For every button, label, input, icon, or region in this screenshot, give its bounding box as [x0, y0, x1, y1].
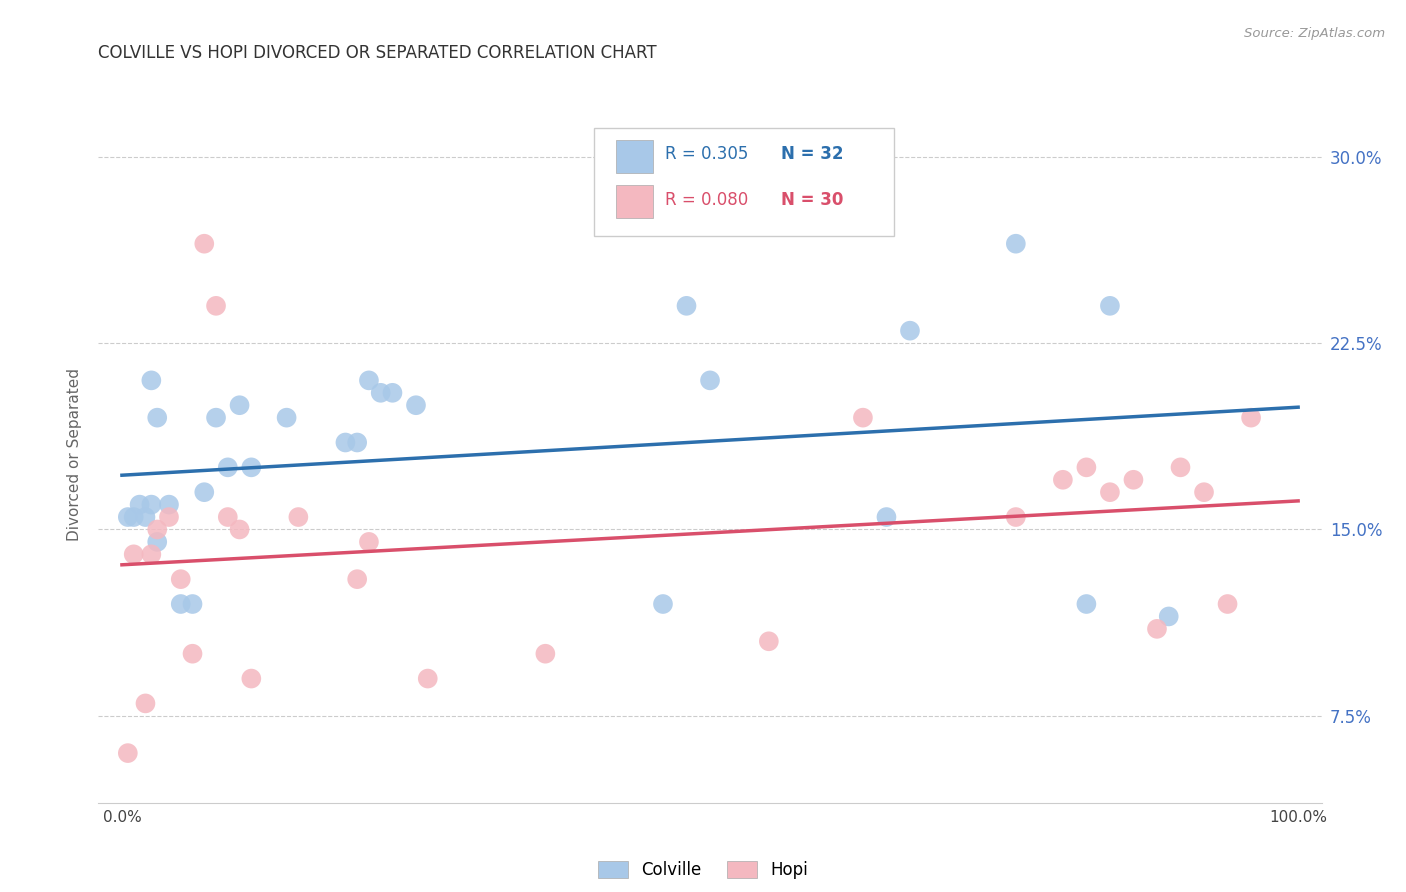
Point: [1076, 597, 1098, 611]
Point: [170, 597, 193, 611]
Point: [122, 547, 145, 561]
Point: [217, 460, 239, 475]
Point: [1170, 460, 1192, 475]
Point: [181, 647, 204, 661]
Point: [405, 398, 427, 412]
Point: [534, 647, 557, 661]
Point: [181, 597, 204, 611]
Point: [134, 510, 156, 524]
Point: [240, 460, 263, 475]
Point: [335, 435, 357, 450]
Point: [1052, 473, 1074, 487]
FancyBboxPatch shape: [593, 128, 893, 235]
Point: [1004, 236, 1026, 251]
Point: [146, 410, 169, 425]
Point: [117, 510, 139, 524]
Point: [1098, 485, 1121, 500]
Point: [141, 498, 163, 512]
Text: R = 0.080: R = 0.080: [665, 191, 748, 209]
Point: [170, 572, 193, 586]
Point: [276, 410, 298, 425]
Text: N = 32: N = 32: [780, 145, 844, 163]
Point: [141, 547, 163, 561]
Point: [416, 672, 439, 686]
Point: [157, 510, 180, 524]
Point: [699, 373, 721, 387]
Point: [205, 299, 228, 313]
Point: [240, 672, 263, 686]
Point: [1216, 597, 1239, 611]
Point: [228, 398, 250, 412]
Text: Source: ZipAtlas.com: Source: ZipAtlas.com: [1244, 27, 1385, 40]
Point: [1098, 299, 1121, 313]
Point: [1240, 410, 1263, 425]
FancyBboxPatch shape: [616, 140, 652, 173]
Point: [370, 385, 392, 400]
FancyBboxPatch shape: [616, 185, 652, 219]
Point: [357, 373, 380, 387]
Point: [193, 236, 215, 251]
Point: [128, 498, 150, 512]
Legend: Colville, Hopi: Colville, Hopi: [598, 861, 808, 880]
Point: [852, 410, 875, 425]
Point: [1004, 510, 1026, 524]
Point: [1192, 485, 1215, 500]
Point: [875, 510, 897, 524]
Text: N = 30: N = 30: [780, 191, 844, 209]
Point: [228, 523, 250, 537]
Point: [652, 597, 675, 611]
Point: [758, 634, 780, 648]
Point: [205, 410, 228, 425]
Point: [346, 572, 368, 586]
Point: [141, 373, 163, 387]
Point: [1157, 609, 1180, 624]
Point: [381, 385, 404, 400]
Point: [357, 535, 380, 549]
Point: [1122, 473, 1144, 487]
Y-axis label: Divorced or Separated: Divorced or Separated: [67, 368, 83, 541]
Point: [193, 485, 215, 500]
Point: [1076, 460, 1098, 475]
Point: [146, 523, 169, 537]
Point: [217, 510, 239, 524]
Text: R = 0.305: R = 0.305: [665, 145, 748, 163]
Point: [122, 510, 145, 524]
Point: [157, 498, 180, 512]
Point: [117, 746, 139, 760]
Point: [287, 510, 309, 524]
Point: [1146, 622, 1168, 636]
Point: [898, 324, 921, 338]
Point: [134, 697, 156, 711]
Point: [675, 299, 697, 313]
Text: COLVILLE VS HOPI DIVORCED OR SEPARATED CORRELATION CHART: COLVILLE VS HOPI DIVORCED OR SEPARATED C…: [98, 45, 657, 62]
Point: [146, 535, 169, 549]
Point: [346, 435, 368, 450]
